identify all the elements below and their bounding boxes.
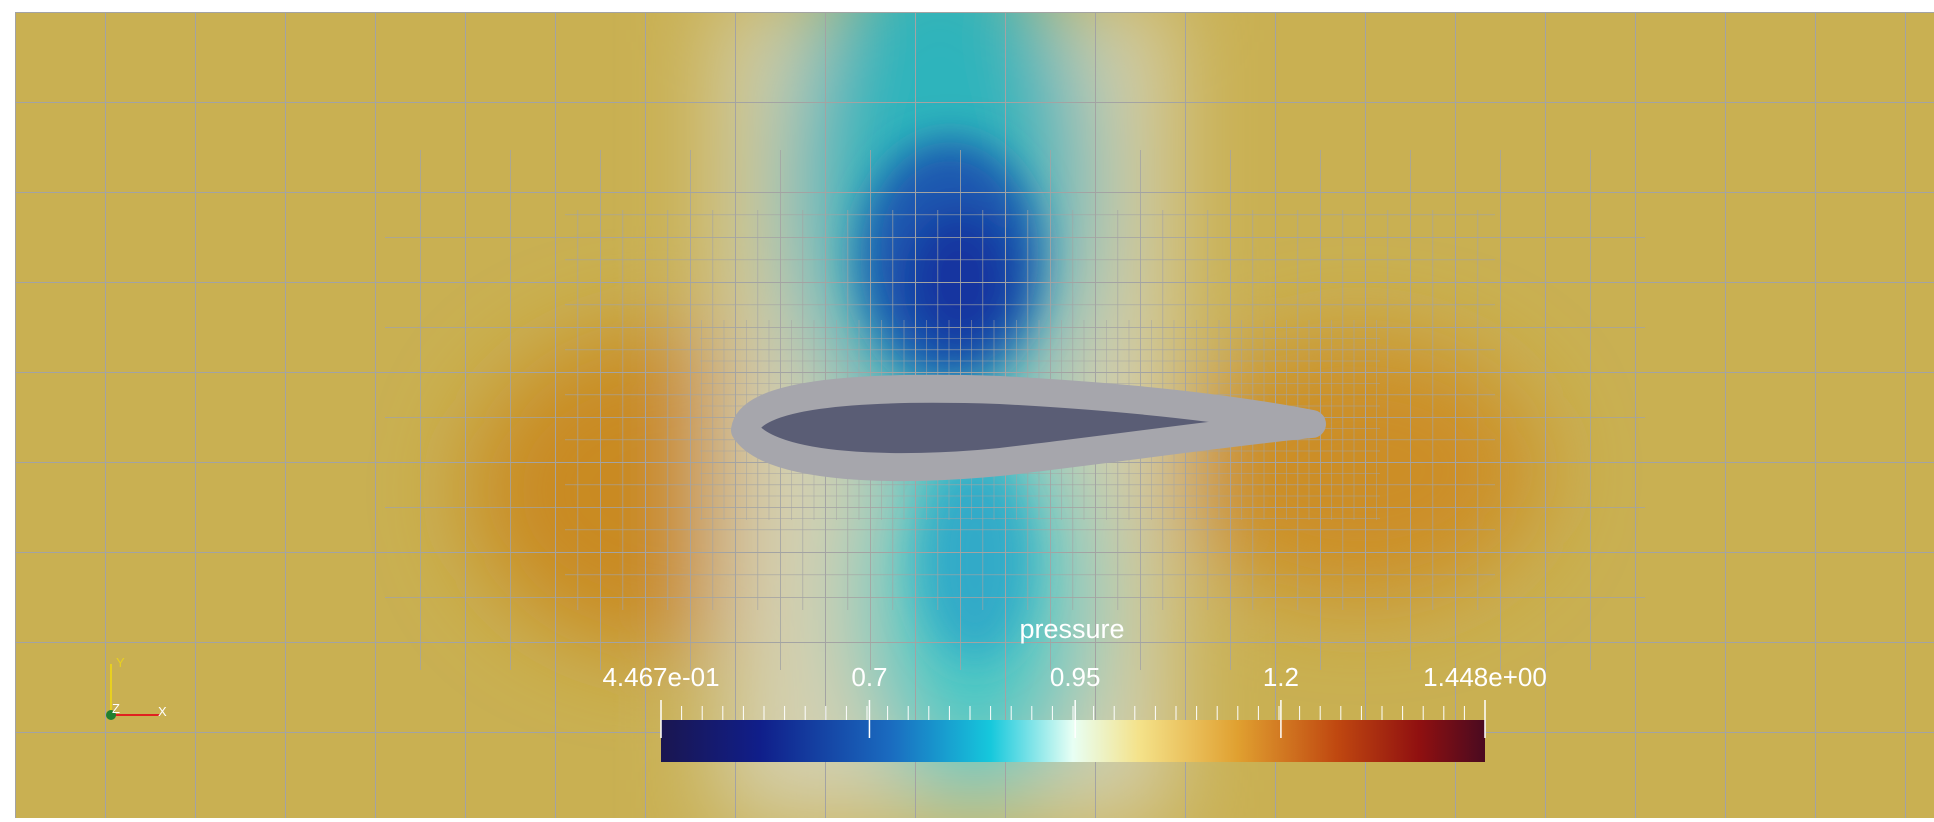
- page: Y X Z pressure 4.467e-01 0.7 0.95 1.2 1.448e…: [0, 0, 1934, 822]
- color-bar: [661, 720, 1485, 762]
- x-axis-label: X: [158, 704, 167, 719]
- tick-label: 0.95: [1050, 662, 1101, 692]
- z-axis-label: Z: [112, 701, 120, 716]
- tick-label: 1.448e+00: [1423, 662, 1547, 692]
- tick-label: 1.2: [1263, 662, 1299, 692]
- y-axis-label: Y: [116, 655, 125, 670]
- pressure-field: [15, 0, 1934, 822]
- tick-label: 0.7: [851, 662, 887, 692]
- render-view: Y X Z pressure 4.467e-01 0.7 0.95 1.2 1.448e…: [0, 0, 1934, 822]
- color-legend-title: pressure: [1019, 614, 1124, 644]
- tick-label: 4.467e-01: [602, 662, 719, 692]
